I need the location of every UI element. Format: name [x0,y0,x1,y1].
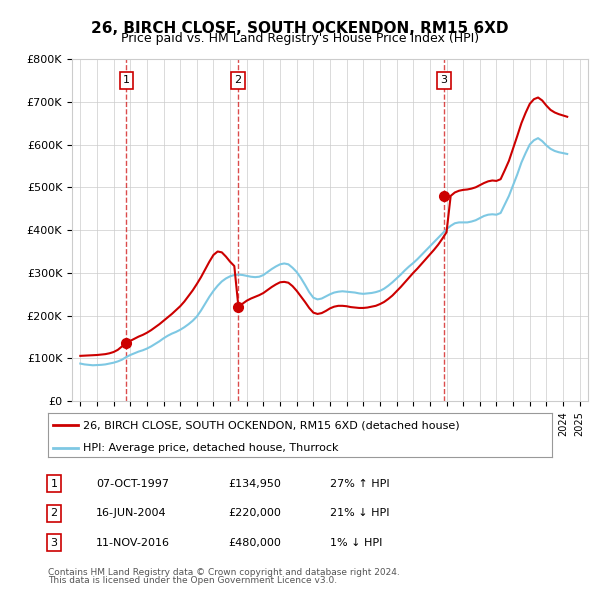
Text: This data is licensed under the Open Government Licence v3.0.: This data is licensed under the Open Gov… [48,576,337,585]
Text: £134,950: £134,950 [228,479,281,489]
Text: 2: 2 [50,509,58,518]
Text: 07-OCT-1997: 07-OCT-1997 [96,479,169,489]
Text: 3: 3 [50,538,58,548]
Text: 1: 1 [123,76,130,86]
Text: 2: 2 [234,76,241,86]
Text: Price paid vs. HM Land Registry's House Price Index (HPI): Price paid vs. HM Land Registry's House … [121,32,479,45]
Text: 3: 3 [440,76,448,86]
Text: £480,000: £480,000 [228,538,281,548]
Text: 26, BIRCH CLOSE, SOUTH OCKENDON, RM15 6XD (detached house): 26, BIRCH CLOSE, SOUTH OCKENDON, RM15 6X… [83,421,460,430]
Text: 1% ↓ HPI: 1% ↓ HPI [330,538,382,548]
Text: 11-NOV-2016: 11-NOV-2016 [96,538,170,548]
Text: HPI: Average price, detached house, Thurrock: HPI: Average price, detached house, Thur… [83,442,339,453]
Text: Contains HM Land Registry data © Crown copyright and database right 2024.: Contains HM Land Registry data © Crown c… [48,568,400,577]
Text: 16-JUN-2004: 16-JUN-2004 [96,509,167,518]
Text: £220,000: £220,000 [228,509,281,518]
Text: 21% ↓ HPI: 21% ↓ HPI [330,509,389,518]
Text: 26, BIRCH CLOSE, SOUTH OCKENDON, RM15 6XD: 26, BIRCH CLOSE, SOUTH OCKENDON, RM15 6X… [91,21,509,35]
Text: 27% ↑ HPI: 27% ↑ HPI [330,479,389,489]
Text: 1: 1 [50,479,58,489]
